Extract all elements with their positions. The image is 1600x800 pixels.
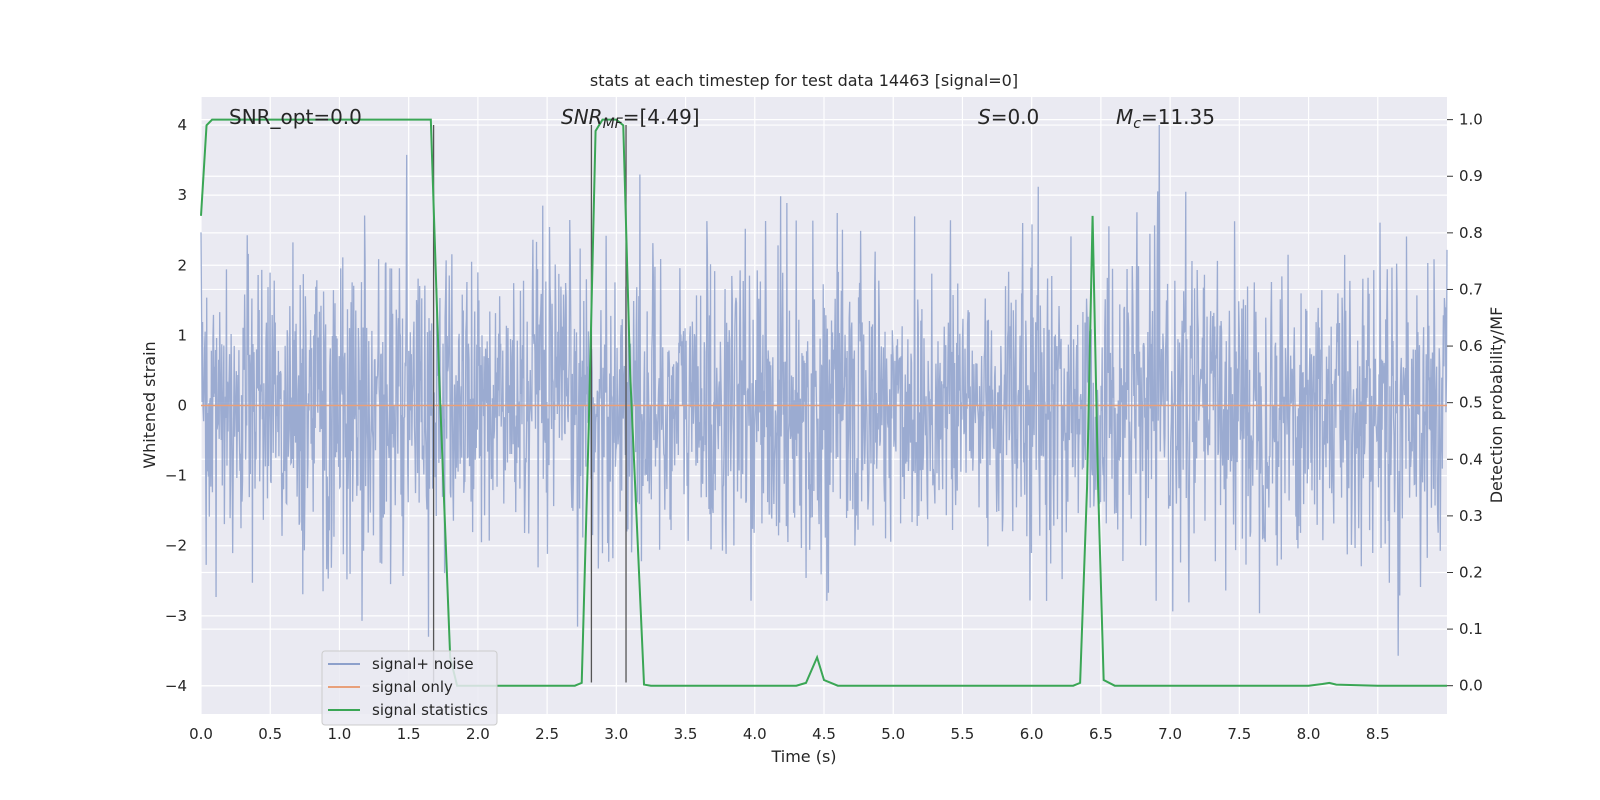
annotation-mc-subscript: c bbox=[1133, 116, 1141, 132]
annotation-s-symbol: S bbox=[978, 105, 991, 129]
y-tick-label-right: 0.7 bbox=[1459, 280, 1483, 298]
x-tick-label: 2.0 bbox=[466, 725, 490, 743]
annotation-snr-mf-subscript: MF bbox=[603, 116, 624, 132]
series-signal-plus-noise bbox=[200, 125, 1448, 656]
x-axis-ticks: 0.0 0.5 1.0 1.5 2.0 2.5 3.0 3.5 4.0 4.5 5.0 5.5 6.0 6… bbox=[189, 725, 1390, 743]
x-tick-label: 6.5 bbox=[1089, 725, 1113, 743]
annotation-mc-symbol: M bbox=[1116, 105, 1133, 129]
y-axis-left-label: Whitened strain bbox=[140, 341, 159, 468]
y-tick-label-right: 0.0 bbox=[1459, 677, 1483, 695]
x-tick-label: 4.0 bbox=[743, 725, 767, 743]
y-tick-label-right: 0.9 bbox=[1459, 167, 1483, 185]
y-tick-label-right: 0.6 bbox=[1459, 337, 1483, 355]
y-tick-label-left: −1 bbox=[165, 467, 187, 485]
chart-title: stats at each timestep for test data 144… bbox=[590, 71, 1018, 90]
y-axis-right-ticks: 1.0 0.9 0.8 0.7 0.6 0.5 0.4 0.3 0.2 0.1 0.0 bbox=[1447, 111, 1483, 695]
y-tick-label-left: 0 bbox=[177, 397, 187, 415]
x-tick-label: 0.0 bbox=[189, 725, 213, 743]
x-tick-label: 8.5 bbox=[1366, 725, 1390, 743]
x-tick-label: 3.0 bbox=[604, 725, 628, 743]
y-axis-left-ticks: 4 3 2 1 0 −1 −2 −3 −4 bbox=[165, 116, 187, 695]
annotation-s-value: =0.0 bbox=[991, 105, 1040, 129]
annotation-snr-mf-value: =[4.49] bbox=[623, 105, 700, 129]
x-tick-label: 6.0 bbox=[1020, 725, 1044, 743]
y-tick-label-right: 0.1 bbox=[1459, 620, 1483, 638]
x-tick-label: 8.0 bbox=[1297, 725, 1321, 743]
legend-box bbox=[321, 650, 498, 726]
y-tick-label-left: −4 bbox=[165, 677, 187, 695]
y-tick-label-left: 1 bbox=[177, 326, 187, 344]
x-tick-label: 7.5 bbox=[1227, 725, 1251, 743]
signal-plus-noise-line bbox=[200, 125, 1448, 656]
y-tick-label-right: 0.4 bbox=[1459, 450, 1483, 468]
x-tick-label: 1.5 bbox=[397, 725, 421, 743]
x-axis-label: Time (s) bbox=[770, 747, 836, 766]
y-tick-label-right: 0.2 bbox=[1459, 563, 1483, 581]
annotation-mc: Mc=11.35 bbox=[1116, 105, 1215, 132]
legend: signal+ noise signal only signal statist… bbox=[321, 650, 498, 726]
y-axis-right-label: Detection probability/MF bbox=[1487, 307, 1506, 504]
x-tick-label: 4.5 bbox=[812, 725, 836, 743]
y-tick-label-right: 0.8 bbox=[1459, 224, 1483, 242]
y-tick-label-left: 4 bbox=[177, 116, 187, 134]
y-tick-label-right: 0.5 bbox=[1459, 394, 1483, 412]
x-tick-label: 0.5 bbox=[258, 725, 282, 743]
annotation-mc-value: =11.35 bbox=[1141, 105, 1215, 129]
y-tick-label-left: 2 bbox=[177, 256, 187, 274]
y-tick-label-left: 3 bbox=[177, 186, 187, 204]
x-tick-label: 3.5 bbox=[674, 725, 698, 743]
x-tick-label: 2.5 bbox=[535, 725, 559, 743]
x-tick-label: 5.0 bbox=[881, 725, 905, 743]
y-tick-label-right: 0.3 bbox=[1459, 507, 1483, 525]
legend-label-signal-only: signal only bbox=[372, 678, 453, 696]
annotation-snr-mf-symbol: SNR bbox=[561, 105, 603, 129]
annotation-s: S=0.0 bbox=[978, 105, 1039, 129]
x-tick-label: 5.5 bbox=[951, 725, 975, 743]
annotation-snr-opt: SNR_opt=0.0 bbox=[229, 105, 362, 129]
x-tick-label: 1.0 bbox=[328, 725, 352, 743]
y-tick-label-right: 1.0 bbox=[1459, 111, 1483, 129]
x-tick-label: 7.0 bbox=[1158, 725, 1182, 743]
y-tick-label-left: −3 bbox=[165, 607, 187, 625]
legend-label-signal-plus-noise: signal+ noise bbox=[372, 655, 474, 673]
y-tick-label-left: −2 bbox=[165, 537, 187, 555]
annotation-snr-mf: SNRMF=[4.49] bbox=[561, 105, 700, 132]
legend-label-signal-statistics: signal statistics bbox=[372, 701, 488, 719]
